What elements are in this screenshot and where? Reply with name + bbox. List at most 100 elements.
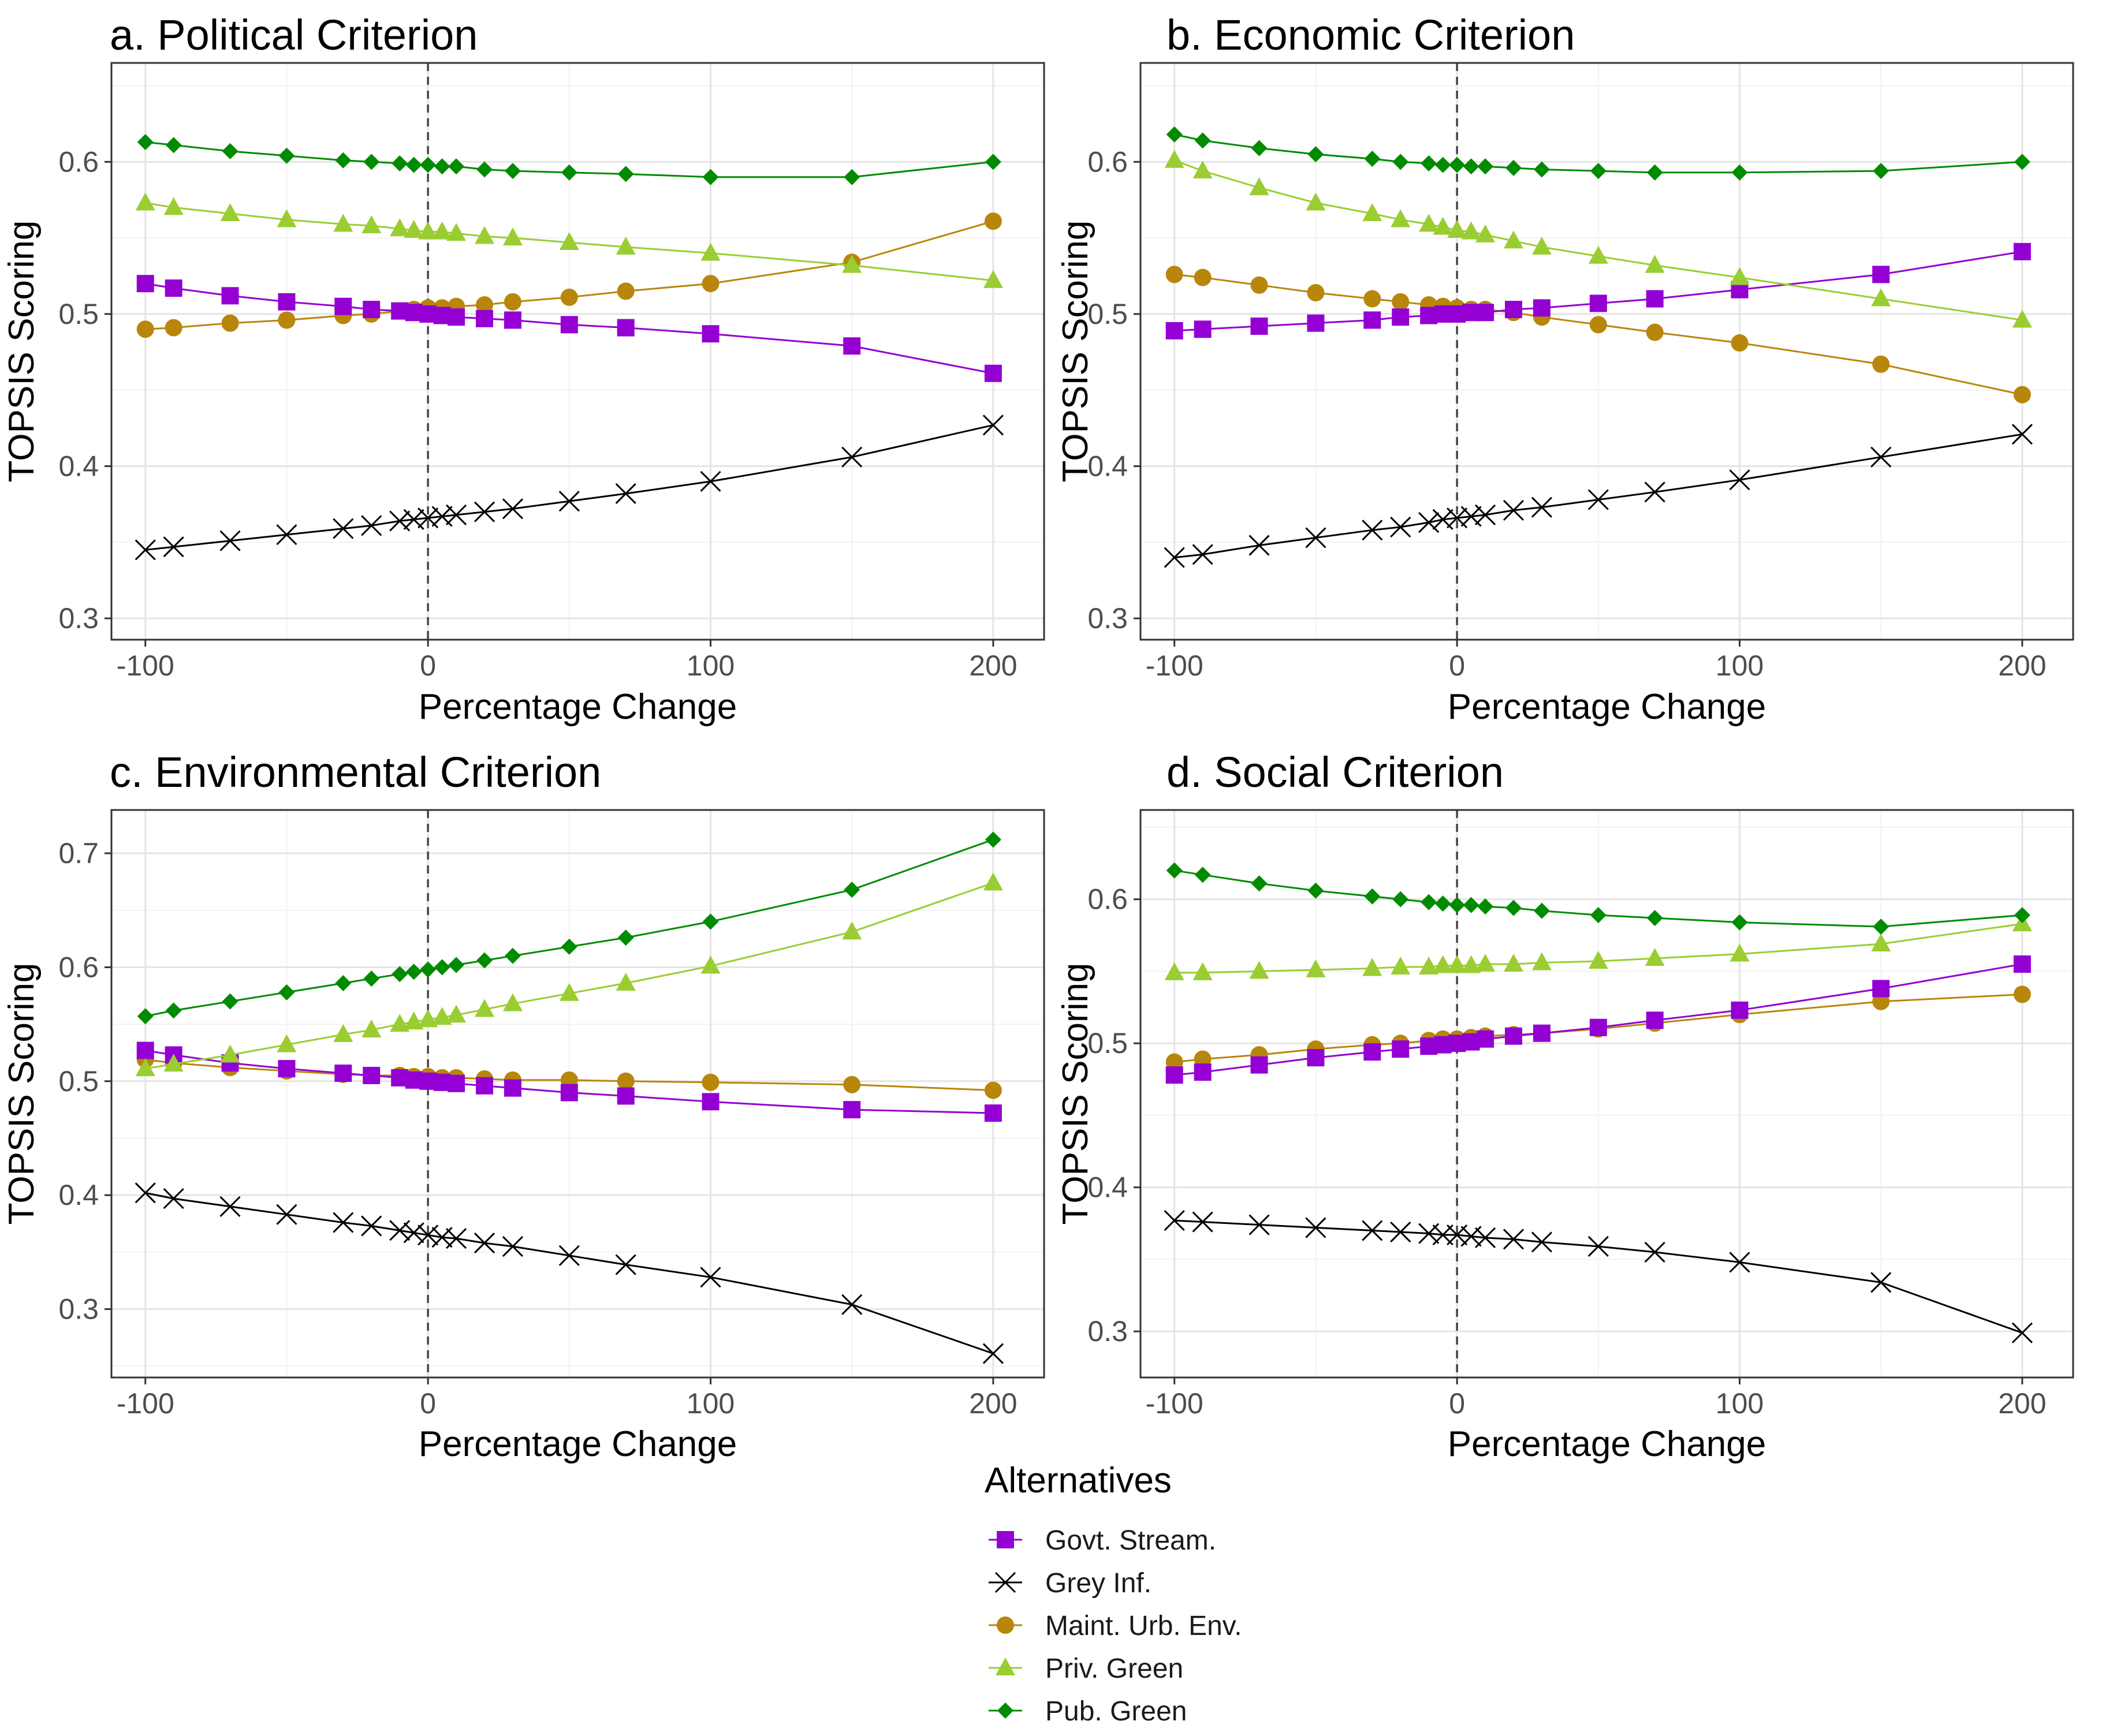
series-priv-green (1164, 913, 2032, 980)
data-point (163, 1054, 184, 1072)
data-point (1192, 1211, 1213, 1233)
x-tick-label: 200 (1998, 1387, 2046, 1420)
data-point (476, 952, 493, 969)
data-point (221, 314, 239, 332)
data-point (700, 1267, 721, 1288)
data-point (277, 209, 297, 227)
panel-border (1139, 809, 2074, 1379)
y-tick-label: 0.5 (58, 298, 99, 330)
data-point (165, 1002, 182, 1019)
y-tick-label: 0.4 (58, 1179, 99, 1211)
series-priv-green (135, 872, 1003, 1077)
data-point (1164, 547, 1185, 568)
data-point (1644, 1241, 1665, 1263)
data-point (504, 947, 521, 964)
data-point (1390, 1221, 1411, 1243)
data-point (1251, 875, 1268, 892)
panel-d-social-criterion: -100 0 100 200 0.3 0.4 0.5 0.6 d. Social Criteri… (1056, 748, 2074, 1464)
data-point (476, 1077, 493, 1095)
y-tick-label: 0.7 (58, 837, 99, 869)
data-point (1434, 895, 1451, 912)
data-point (448, 308, 465, 326)
data-point (1533, 902, 1550, 919)
data-point (842, 921, 862, 940)
plot-background (111, 63, 1044, 640)
data-point (1250, 1056, 1268, 1074)
data-point (220, 1044, 240, 1063)
data-point (844, 169, 860, 185)
data-point (278, 147, 295, 164)
y-tick-label: 0.6 (58, 145, 99, 178)
data-point (135, 192, 155, 211)
data-point (361, 215, 382, 234)
data-point (561, 164, 577, 181)
data-point (843, 1076, 861, 1093)
data-point (558, 491, 580, 512)
data-point (1731, 334, 1749, 352)
data-point (1364, 888, 1381, 905)
axis-ticks: -100 0 100 200 0.3 0.4 0.5 0.6 0.7 (58, 837, 1017, 1420)
legend-item-priv-green: Priv. Green (989, 1653, 1183, 1684)
data-point (1477, 304, 1494, 322)
data-point (560, 288, 578, 306)
data-point (1392, 293, 1410, 311)
axis-ticks: -100 0 100 200 0.3 0.4 0.5 0.6 (58, 145, 1017, 682)
data-point (136, 1041, 154, 1059)
legend-item-maint-urb-env: Maint. Urb. Env. (989, 1611, 1242, 1641)
series-pub-green (137, 134, 1001, 185)
data-point (1194, 268, 1212, 286)
data-point (333, 1024, 353, 1042)
minor-gridlines (111, 63, 1044, 640)
series-pub-green (137, 831, 1001, 1025)
data-point (1362, 520, 1383, 541)
data-point (2012, 309, 2032, 328)
y-tick-label: 0.4 (58, 450, 99, 483)
data-point (137, 1008, 154, 1025)
data-point (983, 872, 1003, 891)
data-point (420, 156, 437, 173)
data-point (1164, 962, 1184, 980)
data-point (1872, 980, 1890, 998)
x-tick-label: 200 (969, 1387, 1017, 1420)
series-line (145, 838, 994, 1017)
data-point (1477, 898, 1494, 915)
data-point (1463, 897, 1479, 913)
data-point (333, 1212, 354, 1233)
data-point (1249, 961, 1269, 979)
data-point (702, 169, 719, 185)
data-point (616, 973, 636, 991)
data-point (445, 504, 467, 525)
data-point (2013, 242, 2031, 260)
y-tick-label: 0.4 (1087, 450, 1128, 483)
legend-item-grey-inf: Grey Inf. (989, 1568, 1151, 1599)
data-point (1646, 910, 1663, 927)
data-point (2011, 424, 2033, 445)
data-point (1194, 132, 1211, 149)
data-point (1531, 236, 1552, 255)
data-point (1164, 1209, 1185, 1231)
data-point (418, 1224, 439, 1246)
data-point (1307, 882, 1324, 899)
data-point (2011, 1322, 2033, 1343)
panel-title: a. Political Criterion (110, 11, 478, 59)
x-tick-label: 200 (969, 649, 1017, 682)
y-tick-label: 0.6 (58, 951, 99, 983)
data-point (615, 483, 636, 505)
data-point (1731, 1001, 1749, 1019)
data-point (617, 319, 635, 337)
data-point (1194, 1063, 1212, 1081)
data-point (334, 297, 352, 315)
data-point (1433, 955, 1453, 973)
data-point (2013, 386, 2031, 404)
data-point (502, 993, 523, 1011)
data-point (1307, 1049, 1325, 1067)
data-point (1194, 320, 1212, 338)
data-point (221, 287, 239, 305)
data-point (2013, 955, 2031, 973)
data-point (502, 227, 523, 246)
data-point (841, 1294, 863, 1315)
panel-b-economic-criterion: -100 0 100 200 0.3 0.4 0.5 0.6 b. Economic Crite… (1056, 11, 2074, 727)
data-point (2014, 154, 2030, 170)
data-point (1872, 266, 1890, 283)
